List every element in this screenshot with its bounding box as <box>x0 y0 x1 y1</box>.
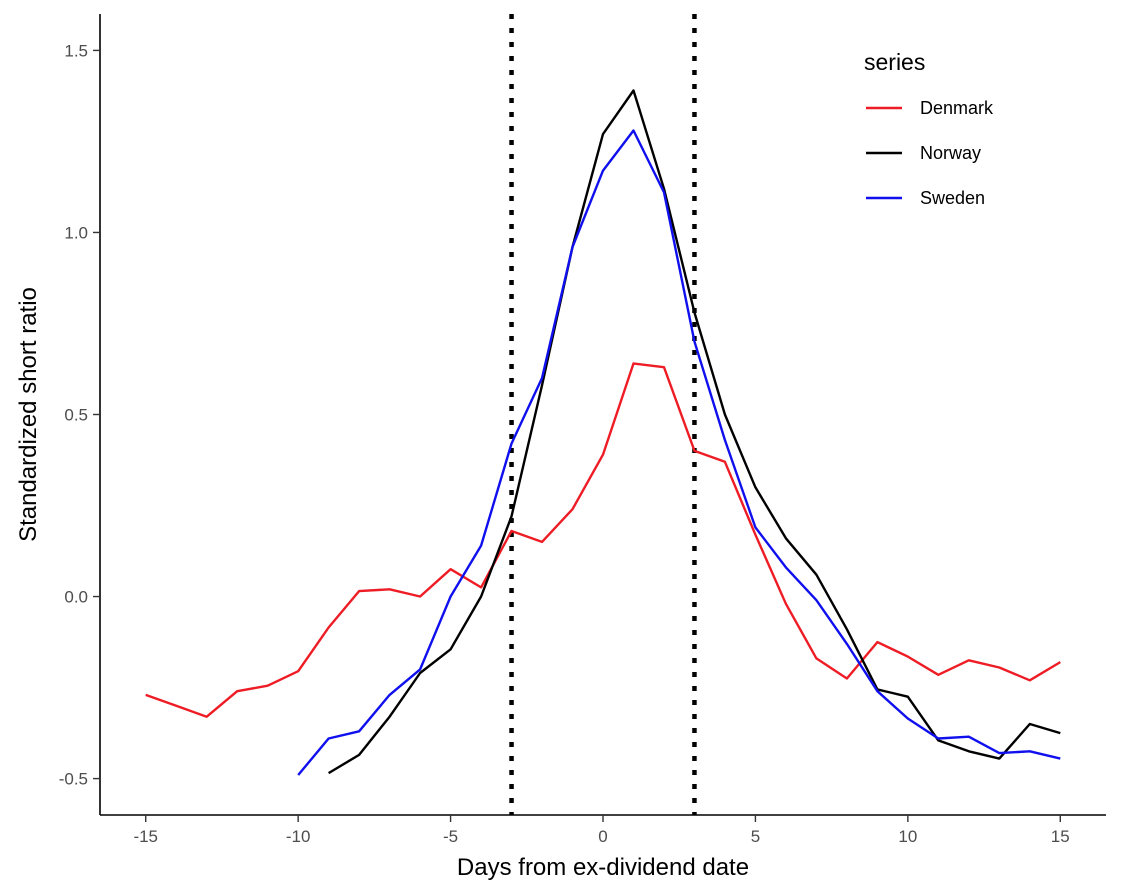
x-axis-ticks: -15 -10 -5 0 5 10 15 <box>133 815 1070 846</box>
legend-label-norway: Norway <box>920 143 981 163</box>
x-tick-label: -15 <box>133 827 158 846</box>
y-tick-label: 1.0 <box>64 223 88 242</box>
x-tick-label: 0 <box>598 827 607 846</box>
y-tick-label: 1.5 <box>64 41 88 60</box>
y-axis-ticks: -0.5 0.0 0.5 1.0 1.5 <box>59 41 100 789</box>
series-line-norway <box>327 89 1061 775</box>
x-tick-label: 5 <box>751 827 760 846</box>
x-tick-label: -5 <box>443 827 458 846</box>
legend-title: series <box>864 49 925 75</box>
x-tick-label: -10 <box>286 827 311 846</box>
y-tick-label: 0.0 <box>64 588 88 607</box>
y-tick-label: 0.5 <box>64 406 88 425</box>
x-tick-label: 10 <box>898 827 917 846</box>
legend-label-sweden: Sweden <box>920 188 985 208</box>
series-line-sweden <box>297 129 1061 776</box>
y-tick-label: -0.5 <box>59 770 88 789</box>
series-line-denmark <box>145 362 1061 718</box>
y-axis-title: Standardized short ratio <box>15 287 42 542</box>
x-tick-label: 15 <box>1051 827 1070 846</box>
x-axis-title: Days from ex-dividend date <box>457 854 749 881</box>
legend-label-denmark: Denmark <box>920 98 994 118</box>
legend: series Denmark Norway Sweden <box>864 49 994 208</box>
series-lines <box>145 89 1061 776</box>
axes: -0.5 0.0 0.5 1.0 1.5 -15 -10 -5 0 5 10 15 <box>59 14 1106 846</box>
